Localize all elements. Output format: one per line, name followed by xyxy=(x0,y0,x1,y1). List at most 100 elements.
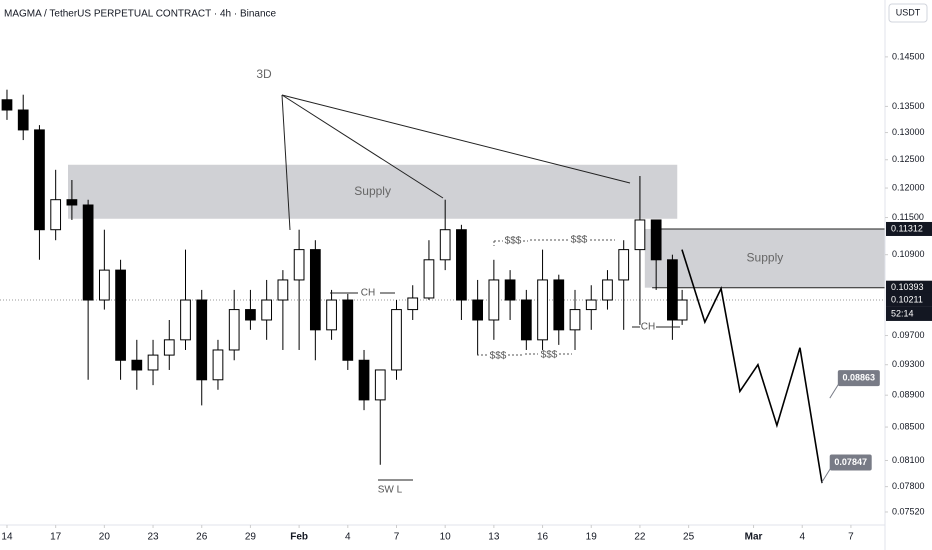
price-axis-bg xyxy=(885,0,932,550)
y-tick-label: 0.13000 xyxy=(892,127,925,137)
x-tick-label: 7 xyxy=(848,532,854,543)
candle-body xyxy=(504,279,516,301)
x-tick-label: 10 xyxy=(440,532,452,543)
price-tag xyxy=(886,221,932,236)
candle-body xyxy=(585,299,597,311)
candle-body xyxy=(634,219,646,251)
annotation: $$$ xyxy=(490,351,507,362)
price-tag xyxy=(886,280,932,295)
x-tick-label: Feb xyxy=(290,532,308,543)
candle-body xyxy=(66,199,78,206)
candle-body xyxy=(309,249,321,331)
structure-line xyxy=(281,94,291,231)
target-label: 0.08863 xyxy=(843,372,876,382)
candle-body xyxy=(407,297,419,311)
candle-body xyxy=(676,299,688,321)
candle-body xyxy=(553,279,565,331)
zones: Supply Supply xyxy=(68,164,885,288)
candle-body xyxy=(163,339,175,356)
candle-body xyxy=(537,279,548,341)
annotation: 3D xyxy=(256,67,272,81)
candle-body xyxy=(456,229,467,301)
candle-body xyxy=(131,359,143,371)
candle-body xyxy=(472,299,484,321)
x-tick-label: 29 xyxy=(245,532,257,543)
candle-body xyxy=(391,309,402,371)
candle-body xyxy=(212,349,224,381)
annotation: CH xyxy=(641,322,655,333)
candle-body xyxy=(245,309,256,321)
candle-body xyxy=(423,259,435,299)
x-tick-label: 19 xyxy=(586,532,598,543)
x-tick-label: 13 xyxy=(488,532,500,543)
structure-line xyxy=(281,94,631,184)
x-tick-label: 20 xyxy=(99,532,111,543)
y-tick-label: 0.10900 xyxy=(892,249,925,259)
zone-label: Supply xyxy=(354,184,391,198)
price-tag-label: 0.11312 xyxy=(891,223,923,233)
x-tick-label: 7 xyxy=(394,532,400,543)
y-tick-label: 0.08100 xyxy=(892,455,925,465)
y-tick-label: 0.12500 xyxy=(892,154,925,164)
countdown-label: 52:14 xyxy=(891,308,914,318)
x-tick-label: 4 xyxy=(345,532,351,543)
candle-body xyxy=(147,354,159,371)
y-tick-label: 0.08900 xyxy=(892,390,925,400)
annotation: $$$ xyxy=(571,235,588,246)
y-tick-label: 0.09300 xyxy=(892,359,925,369)
price-tag xyxy=(886,292,932,307)
y-tick-label: 0.14500 xyxy=(892,51,925,61)
candle-body xyxy=(1,99,13,111)
x-tick-label: 17 xyxy=(50,532,62,543)
candle-body xyxy=(650,219,662,261)
x-tick-label: Mar xyxy=(745,532,763,543)
currency[interactable]: USDT xyxy=(896,7,921,17)
y-tick-label: 0.13500 xyxy=(892,101,925,111)
candle-body xyxy=(50,199,62,231)
candle-body xyxy=(82,204,94,301)
target-tag xyxy=(837,370,880,387)
candle-body xyxy=(115,269,126,361)
annotation: CH xyxy=(361,288,375,299)
x-tick-label: 14 xyxy=(1,532,13,543)
candle-body xyxy=(293,249,305,281)
candle-body xyxy=(667,259,678,321)
candle-body xyxy=(98,269,110,301)
x-tick-label: 16 xyxy=(537,532,549,543)
price-tag-label: 0.10211 xyxy=(891,294,923,304)
liquidity-lines xyxy=(477,239,615,356)
y-tick-label: 0.12000 xyxy=(892,182,925,192)
candle-body xyxy=(34,129,45,231)
x-tick-label: 4 xyxy=(799,532,805,543)
projection-path xyxy=(681,249,823,484)
annotation: $$$ xyxy=(505,236,522,247)
candle-body xyxy=(180,299,191,341)
candle-body xyxy=(342,299,354,361)
y-tick-label: 0.07800 xyxy=(892,481,925,491)
target-label: 0.07847 xyxy=(834,457,867,467)
candle-body xyxy=(277,279,289,301)
candle-body xyxy=(439,229,451,261)
countdown-tag xyxy=(886,306,932,321)
currency-button[interactable] xyxy=(888,3,928,23)
candle-body xyxy=(196,299,208,381)
y-tick-label: 0.11500 xyxy=(892,212,924,222)
candle-body xyxy=(358,359,370,401)
y-tick-label: 0.09700 xyxy=(892,330,925,340)
candle-body xyxy=(261,299,273,321)
x-tick-label: 25 xyxy=(683,532,695,543)
candle-body xyxy=(618,249,630,281)
price-tag-label: 0.10393 xyxy=(891,282,924,292)
annotation: SW L xyxy=(378,485,403,496)
x-tick-label: 22 xyxy=(634,532,646,543)
x-axis-bg xyxy=(0,525,932,550)
candle-body xyxy=(326,299,337,331)
zone-label: Supply xyxy=(747,251,784,265)
annotation: $$$ xyxy=(541,350,558,361)
structure-line xyxy=(281,94,444,199)
target-tag xyxy=(829,454,872,471)
x-tick-label: 23 xyxy=(147,532,159,543)
supply-zone xyxy=(68,164,678,219)
annotations xyxy=(281,94,680,481)
